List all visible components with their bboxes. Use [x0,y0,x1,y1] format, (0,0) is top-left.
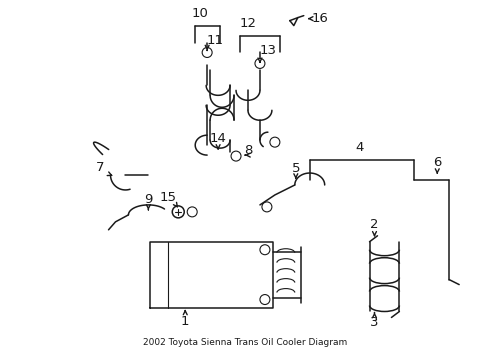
Text: 16: 16 [311,12,327,25]
Text: 15: 15 [160,192,177,204]
Text: 8: 8 [244,144,252,157]
Text: 7: 7 [96,161,104,174]
Text: 2002 Toyota Sienna Trans Oil Cooler Diagram: 2002 Toyota Sienna Trans Oil Cooler Diag… [142,338,346,347]
Text: 4: 4 [355,141,363,154]
Text: 12: 12 [239,17,256,30]
Text: 13: 13 [259,44,276,57]
Text: 11: 11 [206,34,223,47]
Text: 10: 10 [191,7,208,20]
Text: 5: 5 [291,162,300,175]
Text: 9: 9 [144,193,152,206]
Text: 14: 14 [209,132,226,145]
Text: 1: 1 [181,315,189,328]
Text: 3: 3 [369,316,378,329]
Text: 2: 2 [369,218,378,231]
Text: 6: 6 [432,156,441,168]
